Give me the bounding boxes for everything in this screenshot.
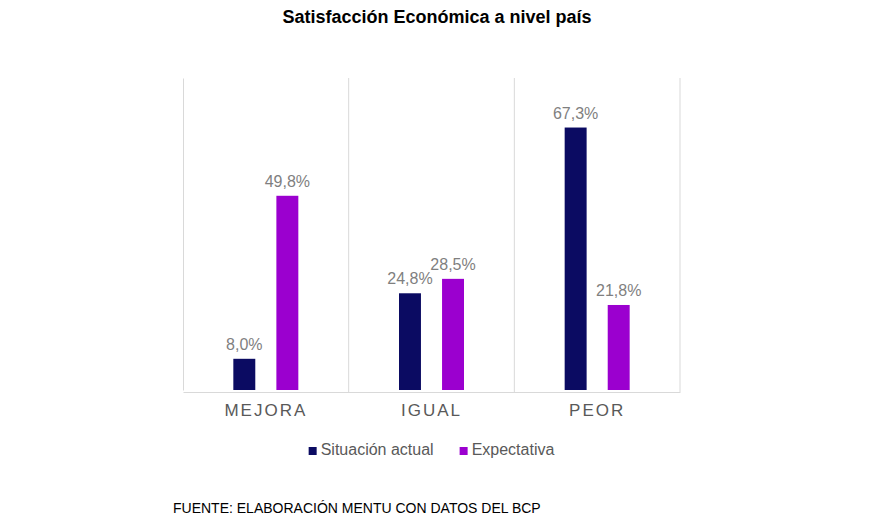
x-tick-label: PEOR — [569, 401, 625, 420]
legend-item: Expectativa — [460, 441, 555, 458]
x-axis: MEJORA IGUAL PEOR — [184, 392, 681, 420]
x-tick-label: IGUAL — [401, 401, 462, 420]
bar — [442, 279, 464, 390]
x-tick: PEOR — [569, 392, 625, 420]
data-label: 24,8% — [387, 270, 432, 287]
separators — [349, 78, 680, 392]
legend: Situación actual Expectativa — [309, 441, 555, 458]
bar — [608, 305, 630, 390]
title: Satisfacción Económica a nivel país — [282, 7, 591, 27]
legend-label: Expectativa — [472, 441, 555, 458]
source: FUENTE: ELABORACIÓN MENTU CON DATOS DEL … — [173, 500, 541, 516]
bar — [399, 293, 421, 390]
y-axis-line — [183, 79, 184, 391]
data-labels: 8,0% 24,8% 67,3% 49,8% 28,5% 21,8% — [226, 105, 641, 353]
x-axis-line — [184, 392, 681, 393]
legend-swatch — [460, 447, 468, 455]
data-label: 49,8% — [265, 173, 310, 190]
bar — [565, 128, 587, 390]
bars — [233, 128, 629, 390]
separator — [680, 78, 681, 392]
data-label: 67,3% — [553, 105, 598, 122]
legend-swatch — [309, 447, 317, 455]
bar — [233, 359, 255, 390]
legend-label: Situación actual — [321, 441, 434, 458]
separator — [514, 78, 515, 392]
separator — [348, 78, 349, 392]
data-label: 8,0% — [226, 336, 262, 353]
data-label: 21,8% — [596, 282, 641, 299]
data-label: 28,5% — [430, 256, 475, 273]
chart: Satisfacción Económica a nivel país 8,0% 2… — [0, 0, 874, 523]
y-axis — [183, 79, 184, 391]
x-tick-label: MEJORA — [224, 401, 307, 420]
bar — [276, 196, 298, 390]
legend-item: Situación actual — [309, 441, 434, 458]
x-tick: IGUAL — [401, 392, 462, 420]
x-tick: MEJORA — [224, 392, 307, 420]
